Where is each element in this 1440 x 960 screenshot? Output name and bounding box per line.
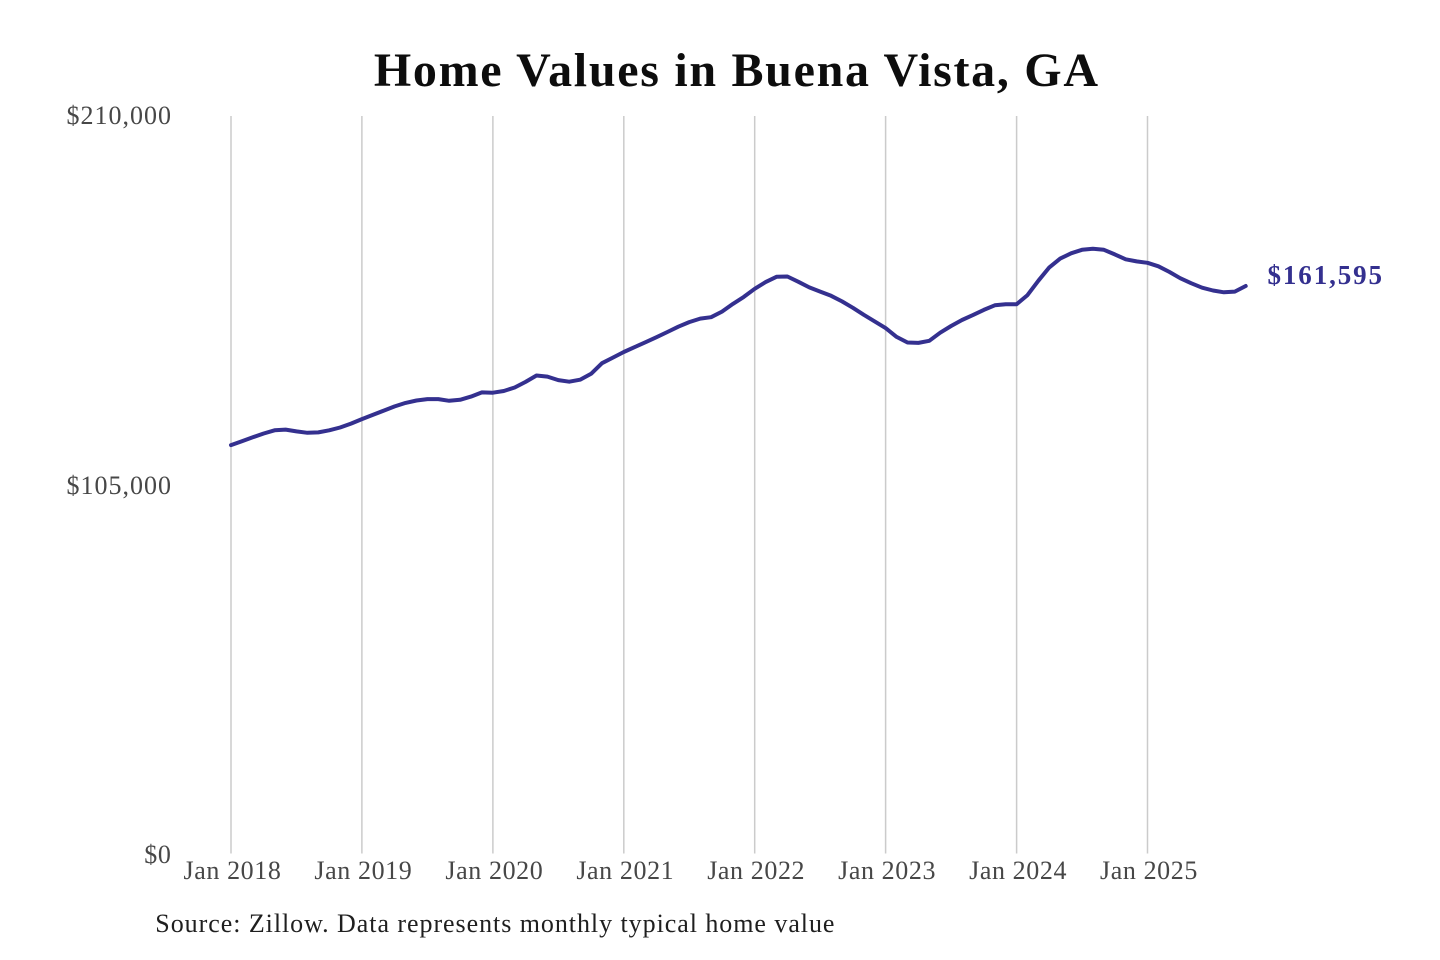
svg-text:Source: Zillow. Data represent: Source: Zillow. Data represents monthly … [155,909,835,938]
svg-text:Jan 2022: Jan 2022 [707,856,805,885]
svg-text:Jan 2025: Jan 2025 [1100,856,1198,885]
svg-text:Jan 2018: Jan 2018 [184,856,282,885]
svg-text:Home Values in Buena Vista, GA: Home Values in Buena Vista, GA [374,44,1100,97]
svg-text:$0: $0 [144,840,171,869]
svg-text:Jan 2021: Jan 2021 [576,856,674,885]
svg-text:$105,000: $105,000 [67,471,173,500]
svg-text:Jan 2020: Jan 2020 [445,856,543,885]
svg-text:$210,000: $210,000 [67,101,173,130]
svg-text:Jan 2019: Jan 2019 [314,856,412,885]
svg-text:Jan 2024: Jan 2024 [969,856,1067,885]
svg-text:$161,595: $161,595 [1268,260,1384,290]
svg-text:Jan 2023: Jan 2023 [838,856,936,885]
